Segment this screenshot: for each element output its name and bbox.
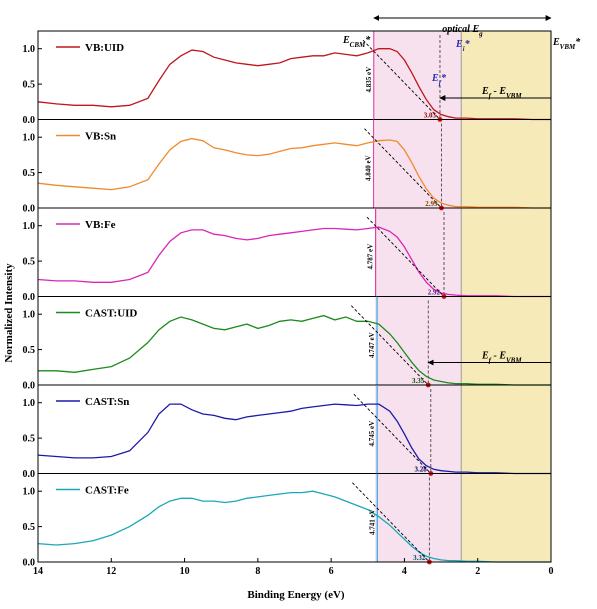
legend-label: VB:Sn — [85, 131, 116, 143]
e-cbm-label: ECBM* — [342, 35, 371, 49]
y-tick-label: 1.0 — [23, 44, 36, 55]
x-axis-title: Binding Energy (eV) — [247, 589, 345, 601]
plot-border — [37, 30, 552, 563]
y-tick-label: 1.0 — [23, 310, 36, 321]
panel-cast-uid: 3.35 4.747 eV CAST:UID 0.0 0.5 1.0 — [23, 296, 551, 392]
gap-value-label: 4.787 eV — [367, 244, 375, 270]
panel-vb-fe: 2.92 4.787 eV VB:Fe 0.0 0.5 1.0 — [23, 208, 551, 303]
panel-cast-sn: 3.28 4.745 eV CAST:Sn 0.0 0.5 1.0 — [23, 385, 551, 480]
x-tick-label: 10 — [180, 566, 190, 577]
y-tick-label: 0.0 — [23, 469, 36, 480]
legend-label: CAST:Sn — [85, 396, 129, 408]
y-tick-label: 0.0 — [23, 115, 36, 126]
x-tick-label: 0 — [549, 566, 554, 577]
gap-value-label: 4.747 eV — [368, 332, 376, 358]
onset-value-label: 2.99 — [425, 200, 438, 208]
fermi-offset-label: Ef - EVBM — [481, 86, 522, 100]
x-axis: 14 12 10 8 6 4 2 0 — [33, 558, 554, 577]
y-tick-label: 0.5 — [23, 345, 36, 356]
series-line — [38, 314, 551, 386]
legend-label: CAST:Fe — [85, 485, 129, 497]
y-tick-label: 1.0 — [23, 398, 36, 409]
x-tick-label: 2 — [475, 566, 480, 577]
y-tick-label: 1.0 — [23, 487, 36, 498]
y-tick-label: 0.5 — [23, 257, 36, 268]
series-line — [37, 137, 551, 209]
onset-value-label: 3.32 — [413, 554, 426, 562]
x-tick-label: 4 — [402, 566, 407, 577]
plot-frame — [37, 30, 552, 563]
e-f-label: Ef* — [431, 73, 447, 87]
gap-value-label: 4.835 eV — [365, 67, 373, 93]
tangent-line — [362, 39, 441, 120]
energy-annotations: optical Eg ECBM* EVBM* Ei* Ef* Ef - EVBM Ef - … — [342, 15, 581, 366]
y-tick-label: 0.5 — [23, 522, 36, 533]
y-tick-label: 0.5 — [23, 80, 36, 91]
x-tick-label: 8 — [255, 566, 260, 577]
y-tick-label: 0.0 — [23, 558, 36, 569]
panel-vb-sn: 2.99 4.840 eV VB:Sn 0.0 0.5 1.0 — [23, 119, 551, 215]
y-tick-label: 0.5 — [23, 168, 36, 179]
series-line — [37, 226, 551, 298]
legend-label: VB:UID — [85, 42, 124, 54]
tangent-line — [366, 216, 445, 297]
series-line — [37, 490, 551, 563]
onset-value-label: 2.92 — [428, 289, 441, 297]
gap-value-label: 4.745 eV — [368, 421, 376, 447]
tangent-line — [353, 393, 432, 474]
x-tick-label: 6 — [329, 566, 334, 577]
chart-panels: 3.03 4.835 eV VB:UID 0.0 0.5 1.0 2.99 4.840 eV V… — [23, 31, 551, 569]
gap-value-label: 4.840 eV — [365, 155, 373, 181]
gap-value-label: 4.741 eV — [368, 509, 376, 535]
onset-value-label: 3.35 — [412, 377, 425, 385]
e-vbm-label: EVBM* — [552, 37, 581, 51]
tangent-line — [350, 305, 429, 386]
tangent-line — [352, 482, 430, 563]
y-tick-label: 1.0 — [23, 221, 36, 232]
y-tick-label: 1.0 — [23, 133, 36, 144]
y-tick-label: 0.0 — [23, 292, 36, 303]
x-tick-label: 14 — [33, 566, 43, 577]
series-line — [37, 403, 551, 475]
tangent-line — [364, 128, 442, 209]
optical-gap-label: optical Eg — [442, 24, 483, 38]
e-i-label: Ei* — [455, 39, 471, 53]
legend-label: VB:Fe — [85, 219, 116, 231]
y-tick-label: 0.0 — [23, 204, 36, 215]
legend-label: CAST:UID — [85, 308, 137, 320]
y-tick-label: 0.0 — [23, 381, 36, 392]
panel-vb-uid: 3.03 4.835 eV VB:UID 0.0 0.5 1.0 — [23, 31, 551, 126]
y-axis-title: Normalized Intensity — [3, 263, 15, 363]
series-line — [37, 48, 551, 121]
x-tick-label: 12 — [106, 566, 116, 577]
fermi-offset-label: Ef - EVBM — [481, 351, 522, 365]
onset-value-label: 3.28 — [415, 466, 428, 474]
y-tick-label: 0.5 — [23, 434, 36, 445]
onset-value-label: 3.03 — [424, 112, 437, 120]
